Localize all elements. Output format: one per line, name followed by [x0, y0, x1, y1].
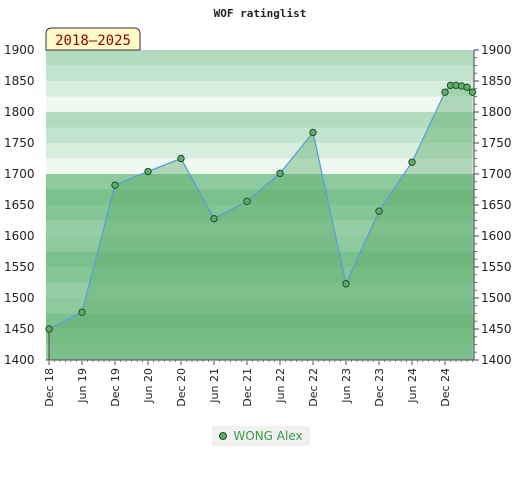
data-point: [441, 88, 449, 96]
y-tick-label-left: 1450: [4, 322, 35, 336]
x-tick-label: Jun 23: [340, 368, 353, 404]
data-point: [177, 154, 185, 163]
x-tick-label: Jun 24: [406, 368, 419, 404]
background-band: [46, 189, 474, 205]
y-tick-label-left: 1400: [4, 353, 35, 367]
y-tick-label-right: 1850: [481, 74, 512, 88]
background-band: [46, 313, 474, 329]
data-point: [111, 181, 119, 189]
background-band: [46, 127, 474, 143]
x-tick-label: Jun 21: [208, 368, 221, 404]
y-tick-label-right: 1750: [481, 136, 512, 150]
data-point: [78, 308, 86, 316]
data-point: [243, 197, 251, 205]
background-band: [46, 174, 474, 190]
y-tick-label-right: 1450: [481, 322, 512, 336]
data-point: [45, 325, 53, 333]
x-tick-label: Jun 22: [274, 368, 287, 404]
data-point: [276, 169, 284, 178]
y-tick-label-right: 1500: [481, 291, 512, 305]
data-point: [463, 83, 471, 91]
background-band: [46, 251, 474, 267]
x-tick-label: Dec 18: [43, 368, 56, 407]
legend-marker-icon: [219, 432, 228, 440]
x-tick-label: Dec 22: [307, 368, 320, 407]
x-tick-label: Dec 23: [373, 368, 386, 407]
y-tick-label-right: 1650: [481, 198, 512, 212]
data-point: [342, 280, 350, 288]
data-point: [309, 128, 317, 137]
y-tick-label-left: 1600: [4, 229, 35, 243]
background-band: [46, 65, 474, 81]
axes: 1400 1400 1450 1450 1500 1500 1550 1550 1600 1600…: [4, 43, 512, 407]
y-tick-label-left: 1500: [4, 291, 35, 305]
legend[interactable]: WONG Alex: [212, 426, 310, 446]
x-tick-label: Dec 24: [439, 368, 452, 407]
data-point: [375, 207, 383, 215]
points-layer: [45, 81, 477, 333]
period-badge: 2018–2025: [45, 27, 141, 51]
background-band: [46, 96, 474, 112]
legend-label: WONG Alex: [233, 429, 303, 443]
background-band: [46, 81, 474, 97]
x-tick-label: Dec 21: [241, 368, 254, 407]
background-band: [46, 344, 474, 360]
background-band: [46, 329, 474, 345]
x-tick-label: Dec 20: [175, 368, 188, 407]
y-tick-label-right: 1550: [481, 260, 512, 274]
y-tick-label-right: 1600: [481, 229, 512, 243]
y-tick-label-left: 1700: [4, 167, 35, 181]
background-band: [46, 267, 474, 283]
data-point: [408, 158, 416, 166]
period-badge-label: 2018–2025: [55, 33, 131, 49]
background-band: [46, 205, 474, 221]
background-band: [46, 236, 474, 252]
x-tick-label: Jun 20: [142, 368, 155, 404]
y-tick-label-left: 1750: [4, 136, 35, 150]
background-bands: [46, 50, 474, 360]
background-band: [46, 298, 474, 314]
background-band: [46, 112, 474, 128]
background-band: [46, 50, 474, 66]
y-tick-label-left: 1900: [4, 43, 35, 57]
y-tick-label-right: 1800: [481, 105, 512, 119]
y-tick-label-right: 1400: [481, 353, 512, 367]
data-point: [468, 88, 477, 96]
data-point: [210, 214, 218, 223]
y-tick-label-right: 1700: [481, 167, 512, 181]
background-band: [46, 143, 474, 159]
y-tick-label-left: 1800: [4, 105, 35, 119]
x-tick-label: Jun 19: [76, 368, 89, 404]
data-point: [144, 167, 152, 176]
y-tick-label-left: 1850: [4, 74, 35, 88]
y-tick-label-right: 1900: [481, 43, 512, 57]
chart-title: WOF ratinglist: [214, 7, 307, 20]
background-band: [46, 282, 474, 298]
background-band: [46, 220, 474, 236]
x-tick-label: Dec 19: [109, 368, 122, 407]
series-area: [49, 85, 473, 360]
y-tick-label-left: 1650: [4, 198, 35, 212]
y-tick-label-left: 1550: [4, 260, 35, 274]
